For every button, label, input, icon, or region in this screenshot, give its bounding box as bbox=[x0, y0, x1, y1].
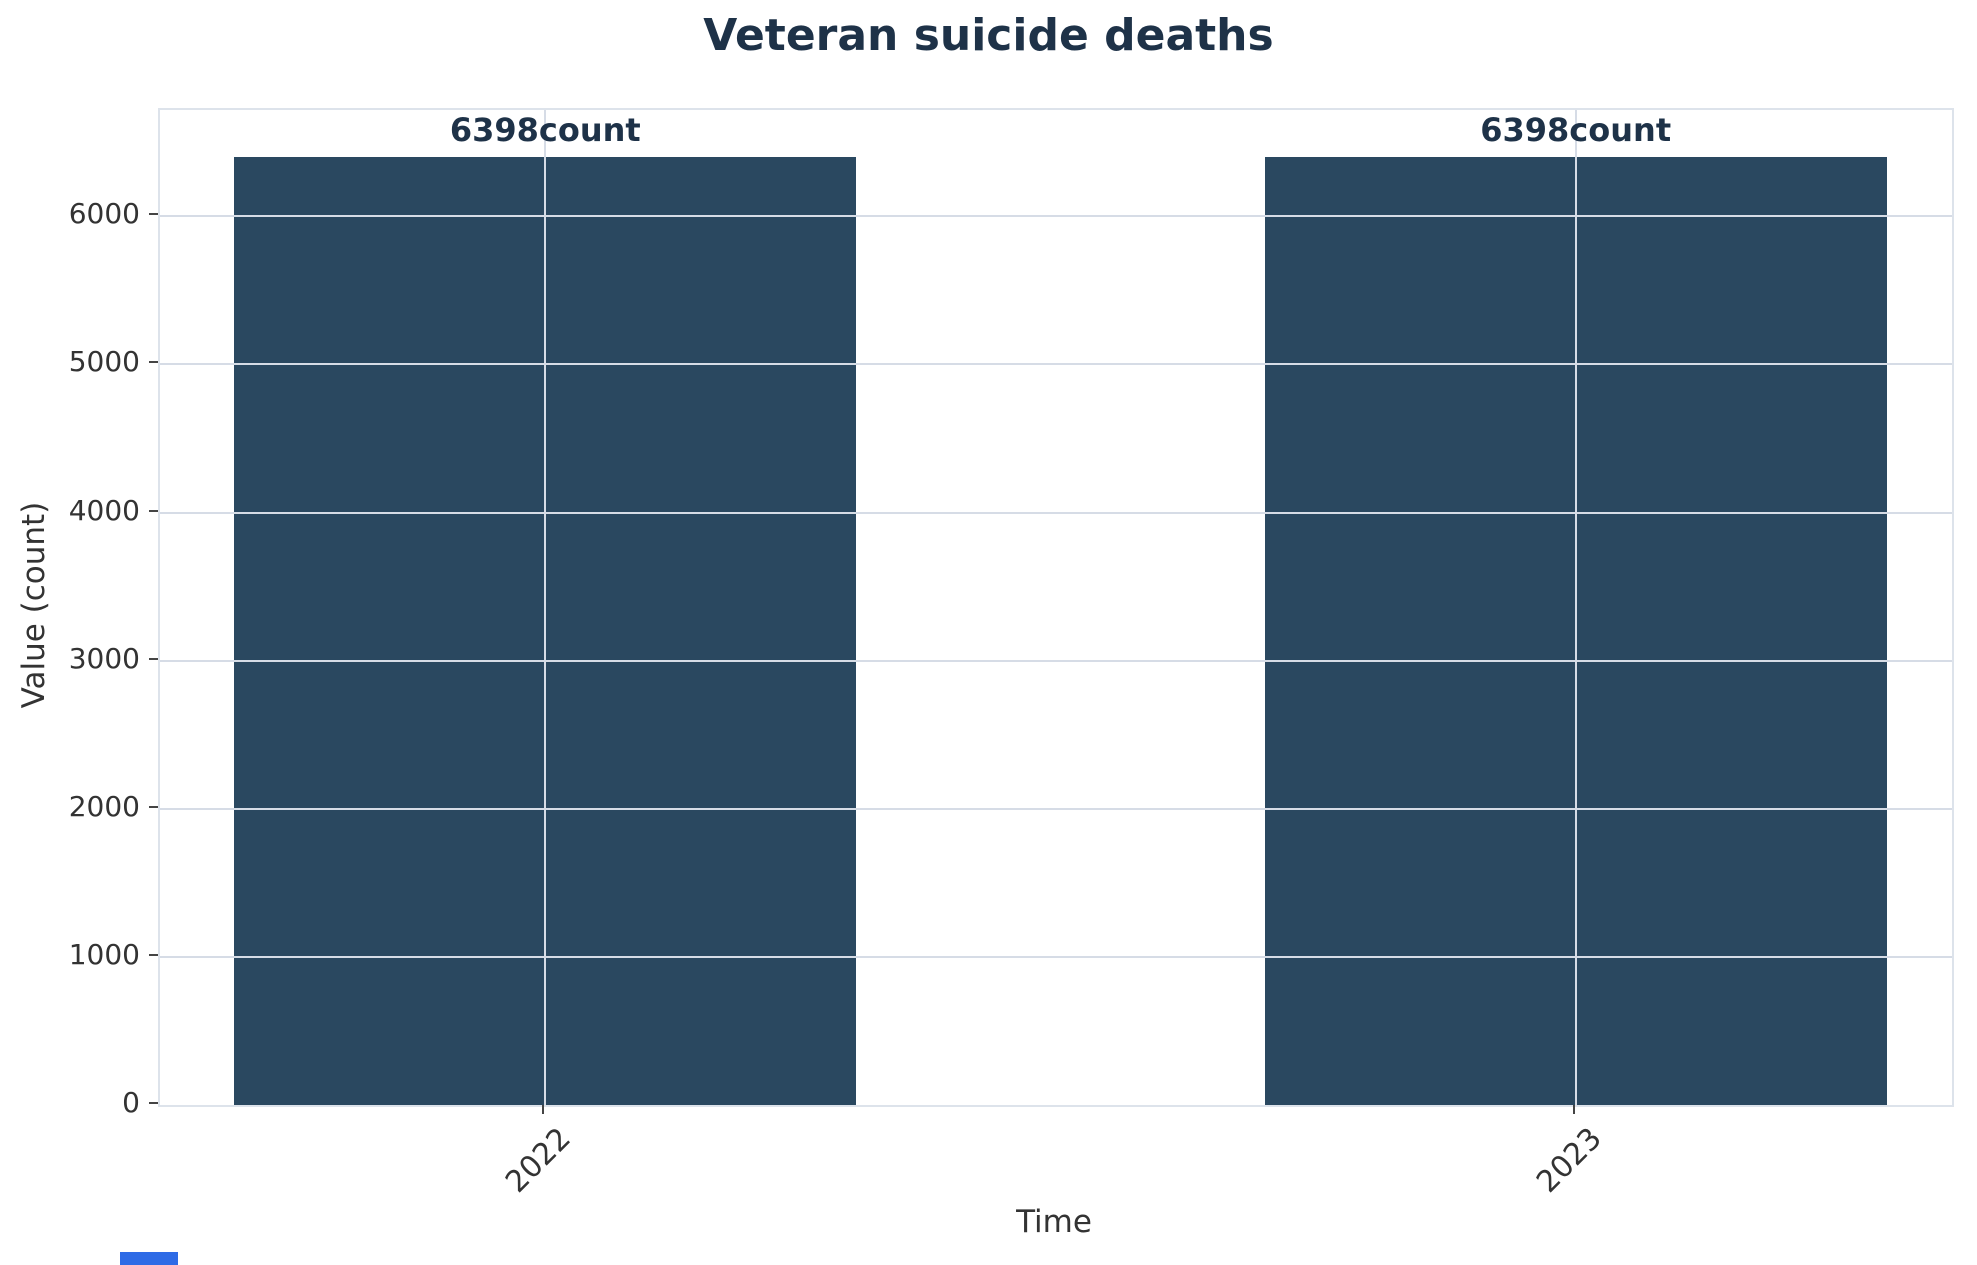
y-tick-label: 0 bbox=[122, 1086, 140, 1119]
y-tick-mark bbox=[149, 509, 158, 512]
y-tick-mark bbox=[149, 657, 158, 660]
gridline-h bbox=[160, 511, 1952, 514]
x-tick-mark bbox=[1572, 1105, 1575, 1114]
x-axis-label: Time bbox=[1016, 1204, 1092, 1240]
y-tick-mark bbox=[149, 1102, 158, 1104]
bar-labels-layer: 6398count 6398count bbox=[160, 110, 1952, 1105]
chart-title: Veteran suicide deaths bbox=[703, 10, 1274, 61]
y-tick-label: 4000 bbox=[68, 493, 140, 527]
x-tick-mark bbox=[542, 1105, 545, 1114]
x-tick-label: 2022 bbox=[499, 1121, 579, 1200]
gridline-v bbox=[1574, 110, 1577, 1105]
gridline-h bbox=[160, 659, 1952, 662]
plot-area: 6398count 6398count bbox=[158, 108, 1954, 1107]
gridline-h bbox=[160, 955, 1952, 958]
bottom-left-blue-artifact bbox=[120, 1252, 178, 1265]
y-tick-label: 1000 bbox=[68, 937, 140, 971]
y-tick-label: 3000 bbox=[68, 641, 140, 675]
y-tick-mark bbox=[149, 953, 158, 956]
gridline-v bbox=[544, 110, 547, 1105]
gridline-h bbox=[160, 807, 1952, 810]
y-tick-label: 5000 bbox=[68, 345, 140, 379]
y-tick-mark bbox=[149, 361, 158, 364]
gridline-h bbox=[160, 363, 1952, 366]
gridline-h bbox=[160, 215, 1952, 218]
grid-layer bbox=[160, 110, 1952, 1105]
bar-value-label: 6398count bbox=[449, 111, 641, 150]
y-axis-label: Value (count) bbox=[16, 501, 52, 709]
bar-value-label: 6398count bbox=[1480, 111, 1672, 150]
y-tick-label: 2000 bbox=[68, 789, 140, 823]
y-tick-mark bbox=[149, 805, 158, 808]
x-tick-label: 2023 bbox=[1529, 1121, 1609, 1200]
y-tick-label: 6000 bbox=[68, 197, 140, 231]
y-tick-mark bbox=[149, 213, 158, 216]
